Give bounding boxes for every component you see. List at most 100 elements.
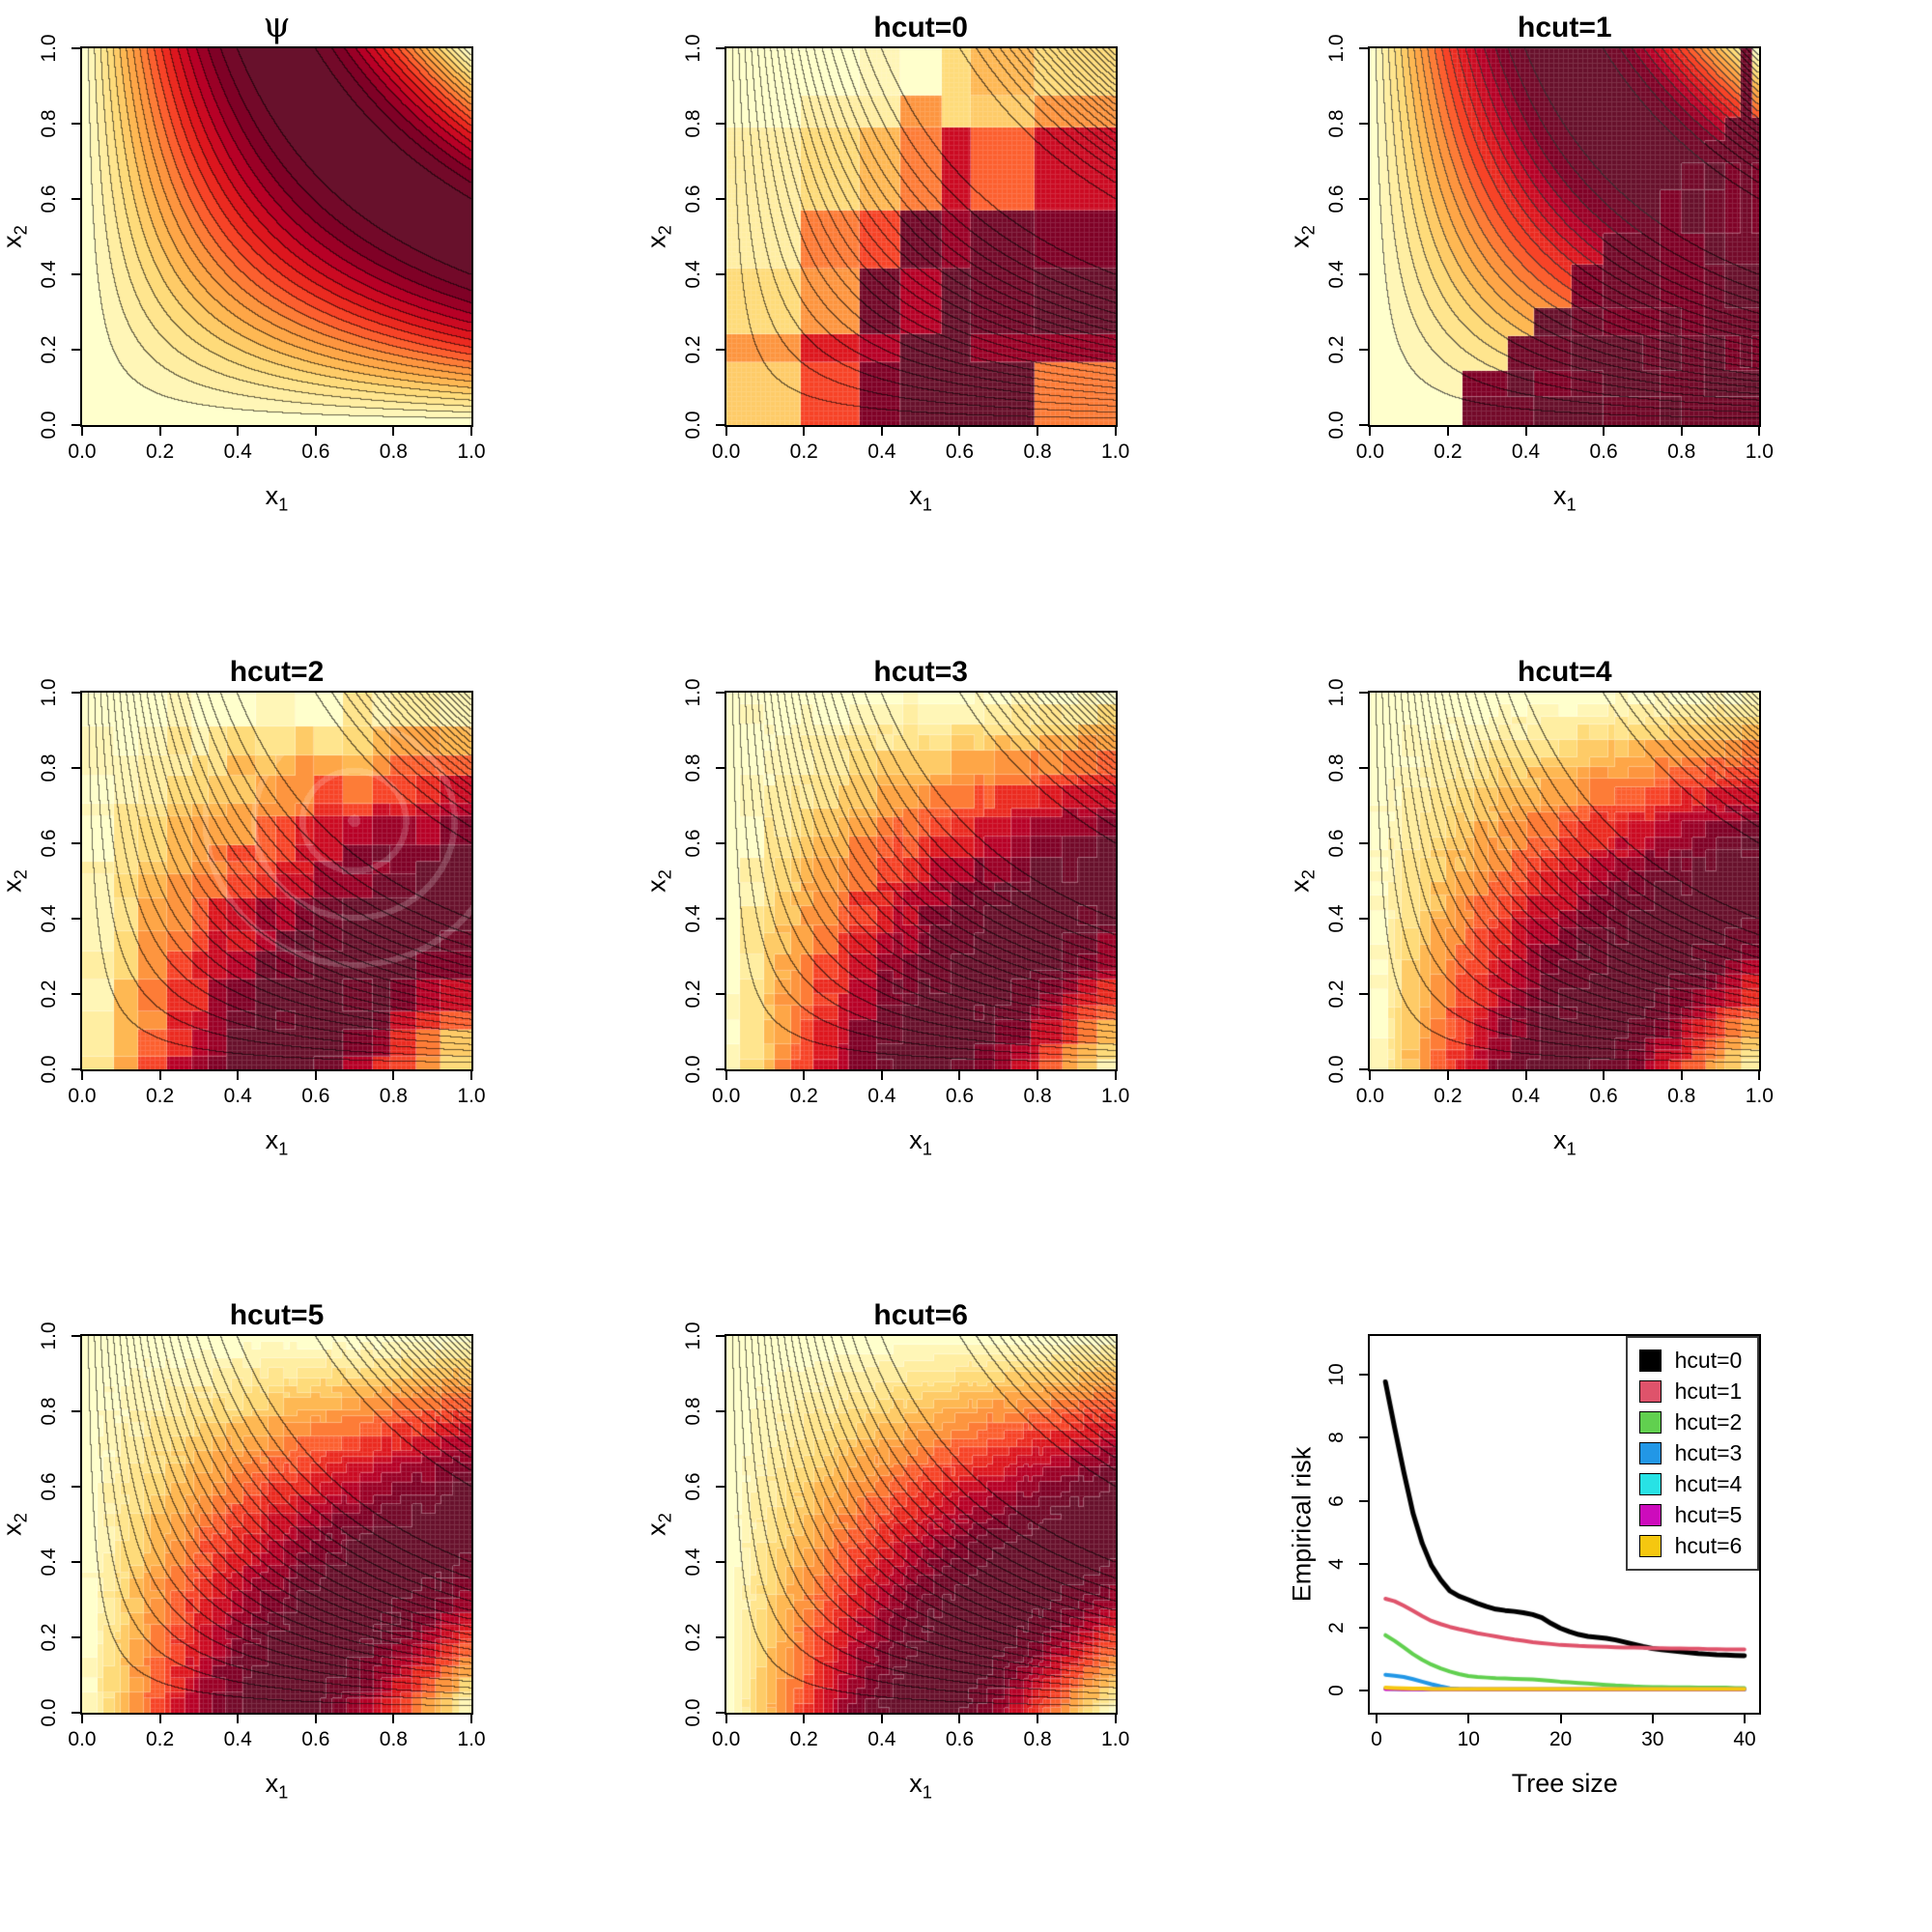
x-axis-tick-label: 0.2 bbox=[145, 1728, 175, 1751]
x-axis-tick bbox=[1758, 427, 1761, 436]
y-axis-tick-label: 0.8 bbox=[1325, 109, 1349, 138]
y-axis-tick bbox=[715, 1486, 724, 1489]
x-axis-tick-label: 0.2 bbox=[789, 1728, 818, 1751]
x-axis-tick bbox=[158, 1715, 161, 1724]
y-axis-label: x2 bbox=[1286, 869, 1320, 893]
x-axis-tick-label: 0.2 bbox=[1434, 1084, 1463, 1107]
x-axis-tick-label: 0.8 bbox=[1023, 440, 1052, 463]
y-axis-tick-label: 1.0 bbox=[38, 1321, 60, 1350]
x-axis-tick bbox=[314, 1715, 317, 1724]
x-axis-tick-label: 0.6 bbox=[301, 1084, 330, 1107]
y-axis-tick bbox=[1359, 198, 1369, 200]
y-axis-tick bbox=[715, 1067, 724, 1070]
x-axis-tick bbox=[1446, 427, 1449, 436]
y-axis-tick bbox=[715, 273, 724, 275]
y-axis-tick bbox=[715, 691, 724, 694]
x-axis-tick bbox=[880, 427, 883, 436]
y-axis-tick bbox=[71, 1486, 80, 1489]
x-axis-tick bbox=[1680, 427, 1683, 436]
y-axis-tick bbox=[1359, 766, 1369, 769]
y-axis-tick-label: 0.4 bbox=[38, 260, 60, 289]
x-axis-tick-label: 0.8 bbox=[379, 1728, 408, 1751]
x-axis-label: x1 bbox=[909, 481, 932, 515]
y-axis-tick bbox=[71, 1712, 80, 1715]
x-axis-tick bbox=[958, 1715, 961, 1724]
y-axis-tick bbox=[71, 841, 80, 844]
contour-canvas-hcut2 bbox=[82, 692, 471, 1069]
panel-hcut2: hcut=2 0.0 0.0 0.2 0.2 0.4 0.4 0.6 0.6 0.8 0.8 1.0 1… bbox=[0, 644, 644, 1289]
x-axis-label-base: x bbox=[265, 1124, 279, 1154]
y-axis-tick bbox=[71, 273, 80, 275]
x-axis-tick bbox=[1744, 1715, 1747, 1724]
y-axis-tick bbox=[715, 123, 724, 125]
y-axis-tick-label: 0.6 bbox=[38, 829, 60, 858]
y-axis-label-sub: 2 bbox=[10, 225, 31, 236]
x-axis-tick bbox=[470, 1070, 472, 1080]
x-axis-tick-label: 1.0 bbox=[1101, 1728, 1130, 1751]
y-axis-tick bbox=[71, 992, 80, 995]
y-axis-tick bbox=[1359, 1626, 1369, 1629]
x-axis-tick-label: 10 bbox=[1457, 1728, 1480, 1751]
legend-item: hcut=1 bbox=[1638, 1378, 1743, 1405]
y-axis-tick bbox=[1359, 917, 1369, 920]
x-axis-tick bbox=[237, 1070, 240, 1080]
x-axis-tick bbox=[1037, 427, 1039, 436]
legend-swatch bbox=[1638, 1535, 1662, 1558]
x-axis-tick-label: 0.6 bbox=[945, 1084, 975, 1107]
x-axis-label: x1 bbox=[1553, 1125, 1577, 1159]
legend-swatch bbox=[1638, 1442, 1662, 1465]
x-axis-tick-label: 1.0 bbox=[1101, 440, 1130, 463]
y-axis-label: x2 bbox=[0, 225, 32, 248]
x-axis-tick bbox=[1037, 1070, 1039, 1080]
panel-hcut5: hcut=5 0.0 0.0 0.2 0.2 0.4 0.4 0.6 0.6 0.8 0.8 1.0 1… bbox=[0, 1288, 644, 1932]
x-axis-label-base: x bbox=[1552, 481, 1567, 510]
x-axis-tick-label: 30 bbox=[1641, 1728, 1664, 1751]
x-axis-tick bbox=[724, 427, 727, 436]
y-axis-tick bbox=[1359, 123, 1369, 125]
x-axis-tick bbox=[1467, 1715, 1470, 1724]
y-axis-tick bbox=[715, 1712, 724, 1715]
x-axis-label-base: x bbox=[909, 481, 923, 510]
y-axis-tick-label: 0.0 bbox=[681, 1698, 704, 1727]
x-axis-tick-label: 0.8 bbox=[1023, 1084, 1052, 1107]
legend-label: hcut=3 bbox=[1674, 1440, 1743, 1466]
y-axis-tick-label: 0.8 bbox=[681, 109, 704, 138]
x-axis-label: x1 bbox=[266, 1769, 289, 1803]
y-axis-tick-label: 1.0 bbox=[681, 1321, 704, 1350]
y-axis-tick-label: 0.6 bbox=[38, 1472, 60, 1501]
y-axis-tick-label: 1.0 bbox=[38, 34, 60, 63]
y-axis-label-sub: 2 bbox=[654, 1513, 675, 1523]
y-axis-tick bbox=[1359, 273, 1369, 275]
y-axis-tick-label: 0.8 bbox=[38, 753, 60, 782]
y-axis-label: x2 bbox=[641, 1513, 675, 1536]
legend-label: hcut=5 bbox=[1674, 1502, 1743, 1528]
x-axis-tick bbox=[470, 1715, 472, 1724]
y-axis-tick bbox=[715, 1410, 724, 1413]
panel-title: hcut=2 bbox=[229, 655, 325, 688]
y-axis-tick-label: 1.0 bbox=[1325, 34, 1349, 63]
x-axis-label: x1 bbox=[266, 481, 289, 515]
contour-canvas-hcut3 bbox=[725, 692, 1116, 1069]
y-axis-tick bbox=[1359, 992, 1369, 995]
x-axis-tick-label: 0.4 bbox=[1511, 440, 1541, 463]
x-axis-tick-label: 0.2 bbox=[789, 440, 818, 463]
y-axis-tick bbox=[1359, 691, 1369, 694]
legend-label: hcut=1 bbox=[1674, 1378, 1743, 1405]
x-axis-tick bbox=[958, 1070, 961, 1080]
legend-item: hcut=0 bbox=[1638, 1348, 1742, 1374]
x-axis-tick-label: 1.0 bbox=[457, 1084, 486, 1107]
y-axis-tick-label: 0.2 bbox=[1325, 335, 1349, 364]
plot-area-hcut0 bbox=[724, 46, 1118, 427]
y-axis-tick bbox=[1359, 424, 1369, 426]
y-axis-tick-label: 0.4 bbox=[1325, 260, 1349, 289]
x-axis-tick bbox=[803, 427, 806, 436]
y-axis-tick-label: 0.6 bbox=[681, 185, 704, 213]
legend-item: hcut=5 bbox=[1638, 1502, 1743, 1528]
y-axis-tick-label: 0.6 bbox=[38, 185, 60, 213]
x-axis-tick bbox=[158, 427, 161, 436]
x-axis-tick-label: 0.8 bbox=[1667, 1084, 1696, 1107]
legend-swatch bbox=[1638, 1380, 1662, 1404]
x-axis-tick-label: 0.6 bbox=[1589, 440, 1618, 463]
y-axis-tick bbox=[71, 1561, 80, 1564]
x-axis-tick bbox=[880, 1715, 883, 1724]
